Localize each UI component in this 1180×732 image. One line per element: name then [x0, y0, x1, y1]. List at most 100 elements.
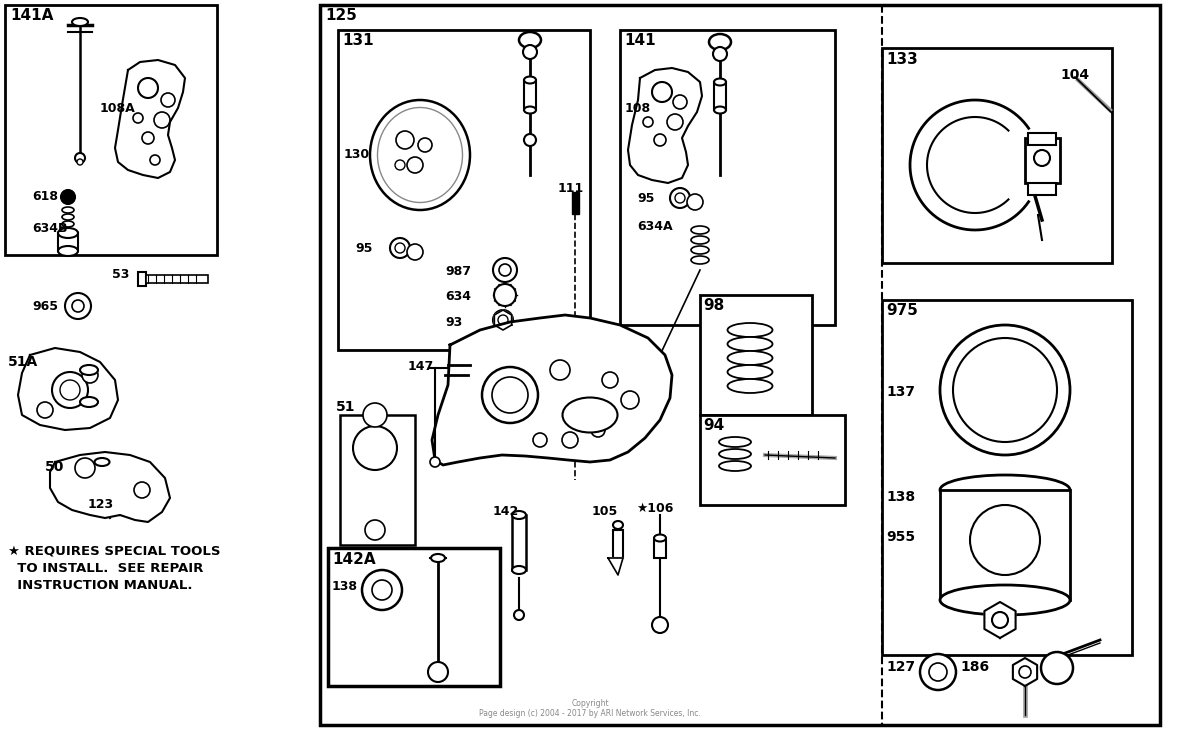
- Bar: [320, 5, 1160, 725]
- Circle shape: [498, 315, 509, 325]
- Text: 142: 142: [493, 505, 519, 518]
- Ellipse shape: [719, 449, 750, 459]
- Ellipse shape: [714, 106, 726, 113]
- Circle shape: [523, 45, 537, 59]
- Circle shape: [391, 238, 409, 258]
- Ellipse shape: [431, 554, 445, 562]
- Circle shape: [602, 372, 618, 388]
- Text: 634: 634: [445, 290, 471, 303]
- Ellipse shape: [940, 585, 1070, 615]
- Polygon shape: [628, 68, 702, 183]
- Bar: [881, 300, 1132, 655]
- Ellipse shape: [612, 521, 623, 529]
- Circle shape: [1034, 150, 1050, 166]
- Bar: [881, 48, 1112, 263]
- Polygon shape: [114, 60, 185, 178]
- Circle shape: [940, 325, 1070, 455]
- Circle shape: [430, 457, 440, 467]
- Circle shape: [428, 662, 448, 682]
- Bar: [512, 515, 526, 570]
- Circle shape: [687, 194, 703, 210]
- Ellipse shape: [524, 77, 536, 83]
- Circle shape: [363, 403, 387, 427]
- Text: 50: 50: [45, 460, 65, 474]
- Bar: [328, 548, 500, 686]
- Polygon shape: [984, 602, 1016, 638]
- Ellipse shape: [63, 214, 74, 220]
- Text: 108: 108: [625, 102, 651, 115]
- Circle shape: [418, 138, 432, 152]
- Circle shape: [953, 338, 1057, 442]
- Circle shape: [150, 155, 160, 165]
- Ellipse shape: [58, 228, 78, 238]
- Circle shape: [1020, 666, 1031, 678]
- Text: 51: 51: [336, 400, 355, 414]
- Circle shape: [493, 310, 513, 330]
- Polygon shape: [432, 315, 671, 465]
- Text: 93: 93: [445, 316, 463, 329]
- Ellipse shape: [63, 221, 74, 227]
- Circle shape: [1041, 652, 1073, 684]
- Polygon shape: [50, 452, 170, 522]
- Ellipse shape: [80, 365, 98, 375]
- Bar: [612, 530, 623, 558]
- Circle shape: [920, 654, 956, 690]
- Ellipse shape: [563, 397, 617, 433]
- Bar: [337, 30, 590, 350]
- Ellipse shape: [58, 246, 78, 256]
- Circle shape: [524, 134, 536, 146]
- Bar: [138, 272, 146, 286]
- Circle shape: [670, 188, 690, 208]
- Circle shape: [653, 617, 668, 633]
- Text: 108A: 108A: [100, 102, 136, 115]
- Ellipse shape: [691, 226, 709, 234]
- Ellipse shape: [378, 108, 463, 203]
- Bar: [654, 540, 666, 558]
- Circle shape: [52, 372, 88, 408]
- Bar: [146, 275, 208, 283]
- Bar: [340, 415, 415, 545]
- Text: 104: 104: [1060, 68, 1089, 82]
- Ellipse shape: [72, 18, 88, 26]
- Bar: [572, 192, 579, 214]
- Circle shape: [550, 360, 570, 380]
- Text: 141: 141: [624, 33, 656, 48]
- Ellipse shape: [691, 236, 709, 244]
- Circle shape: [713, 47, 727, 61]
- Text: 131: 131: [342, 33, 374, 48]
- Text: 634B: 634B: [32, 222, 67, 235]
- Circle shape: [37, 402, 53, 418]
- Text: 975: 975: [886, 303, 918, 318]
- Text: 130: 130: [345, 148, 371, 161]
- Circle shape: [654, 134, 666, 146]
- Circle shape: [992, 612, 1008, 628]
- Circle shape: [494, 284, 516, 306]
- Circle shape: [591, 423, 605, 437]
- Text: 186: 186: [961, 660, 989, 674]
- Circle shape: [667, 114, 683, 130]
- Circle shape: [481, 367, 538, 423]
- Text: 94: 94: [703, 418, 725, 433]
- Circle shape: [407, 157, 422, 173]
- Text: ARI Parts: ARI Parts: [511, 386, 669, 414]
- Circle shape: [60, 380, 80, 400]
- Polygon shape: [18, 348, 118, 430]
- Bar: [700, 295, 812, 415]
- Circle shape: [155, 112, 170, 128]
- Circle shape: [76, 458, 96, 478]
- Ellipse shape: [728, 365, 773, 379]
- Circle shape: [65, 293, 91, 319]
- Bar: [714, 82, 726, 110]
- Text: 618: 618: [32, 190, 58, 203]
- Text: 137: 137: [886, 385, 914, 399]
- Circle shape: [133, 113, 143, 123]
- Text: ★106: ★106: [636, 502, 674, 515]
- Circle shape: [76, 153, 85, 163]
- Circle shape: [372, 580, 392, 600]
- Circle shape: [81, 367, 98, 383]
- Bar: [80, 370, 98, 402]
- Text: 111: 111: [558, 182, 584, 195]
- Text: 133: 133: [886, 52, 918, 67]
- Circle shape: [353, 426, 396, 470]
- Ellipse shape: [94, 458, 110, 466]
